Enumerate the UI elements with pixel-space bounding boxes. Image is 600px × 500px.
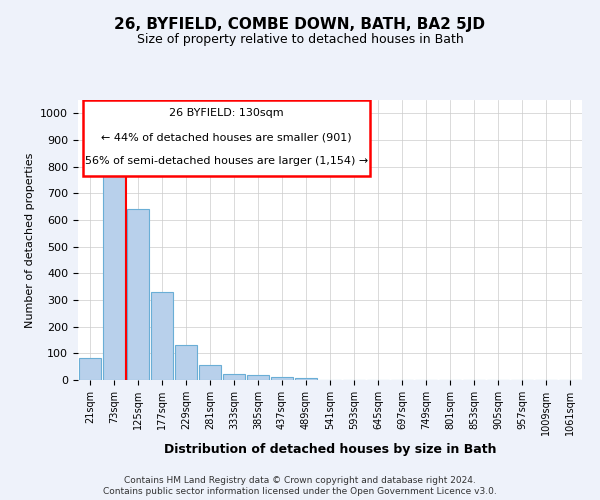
Text: 56% of semi-detached houses are larger (1,154) →: 56% of semi-detached houses are larger (… [85,156,368,166]
Bar [223,374,245,380]
Text: 26 BYFIELD: 130sqm: 26 BYFIELD: 130sqm [169,108,284,118]
FancyBboxPatch shape [83,100,370,176]
Text: ← 44% of detached houses are smaller (901): ← 44% of detached houses are smaller (90… [101,132,352,142]
Bar [199,365,221,380]
Text: Size of property relative to detached houses in Bath: Size of property relative to detached ho… [137,32,463,46]
Text: Contains public sector information licensed under the Open Government Licence v3: Contains public sector information licen… [103,488,497,496]
Y-axis label: Number of detached properties: Number of detached properties [25,152,35,328]
Bar [103,174,125,380]
Bar [295,378,317,380]
Bar [79,358,101,380]
Bar [127,208,149,380]
Text: 26, BYFIELD, COMBE DOWN, BATH, BA2 5JD: 26, BYFIELD, COMBE DOWN, BATH, BA2 5JD [115,18,485,32]
Bar [271,378,293,380]
X-axis label: Distribution of detached houses by size in Bath: Distribution of detached houses by size … [164,444,496,456]
Text: Contains HM Land Registry data © Crown copyright and database right 2024.: Contains HM Land Registry data © Crown c… [124,476,476,485]
Bar [247,376,269,380]
Bar [151,292,173,380]
Bar [175,344,197,380]
